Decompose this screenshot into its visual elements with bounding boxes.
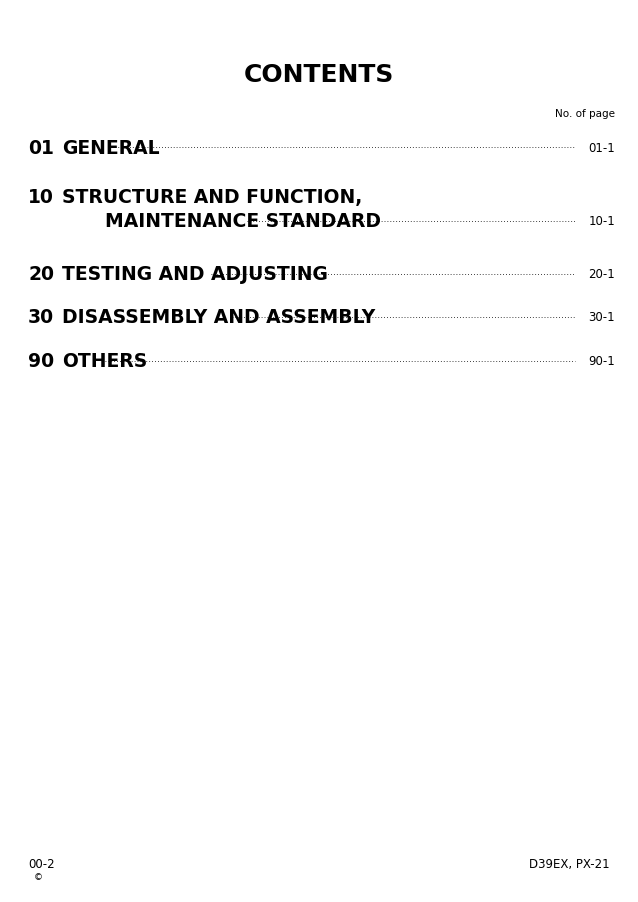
Text: 90-1: 90-1 (588, 355, 615, 368)
Text: OTHERS: OTHERS (62, 352, 147, 371)
Text: DISASSEMBLY AND ASSEMBLY: DISASSEMBLY AND ASSEMBLY (62, 308, 375, 327)
Text: 30: 30 (28, 308, 54, 327)
Text: GENERAL: GENERAL (62, 138, 160, 157)
Text: STRUCTURE AND FUNCTION,: STRUCTURE AND FUNCTION, (62, 189, 362, 207)
Text: 10-1: 10-1 (588, 216, 615, 228)
Text: 30-1: 30-1 (588, 311, 615, 324)
Text: No. of page: No. of page (555, 109, 615, 119)
Text: CONTENTS: CONTENTS (244, 63, 394, 87)
Text: 20-1: 20-1 (588, 268, 615, 281)
Text: ©: © (34, 872, 43, 881)
Text: 00-2: 00-2 (28, 858, 55, 870)
Text: 10: 10 (28, 189, 54, 207)
Text: 20: 20 (28, 265, 54, 284)
Text: TESTING AND ADJUSTING: TESTING AND ADJUSTING (62, 265, 328, 284)
Text: D39EX, PX-21: D39EX, PX-21 (530, 858, 610, 870)
Text: 01-1: 01-1 (588, 142, 615, 154)
Text: 90: 90 (28, 352, 54, 371)
Text: 01: 01 (28, 138, 54, 157)
Text: MAINTENANCE STANDARD: MAINTENANCE STANDARD (105, 212, 381, 231)
